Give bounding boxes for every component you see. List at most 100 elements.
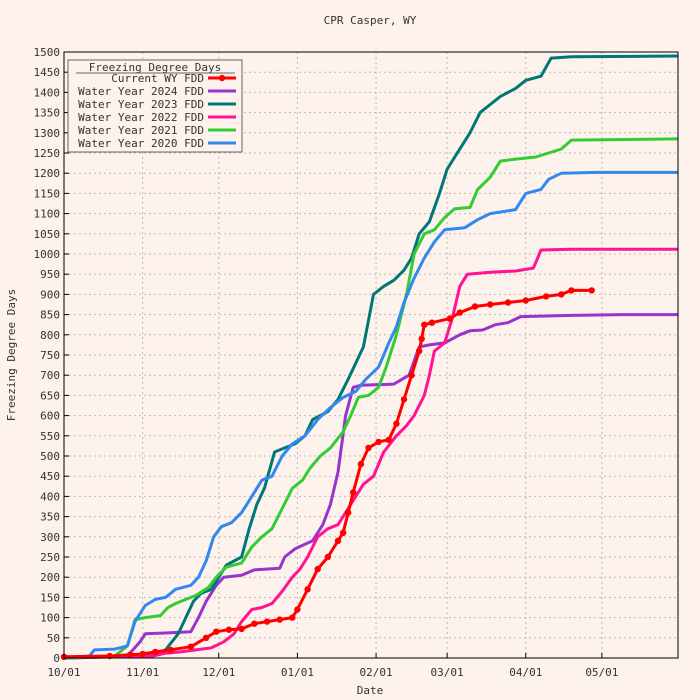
data-point-current-wy-fdd <box>213 628 220 635</box>
y-tick-label: 600 <box>40 410 60 423</box>
data-point-current-wy-fdd <box>542 293 550 300</box>
y-tick-label: 300 <box>40 531 60 544</box>
y-tick-label: 150 <box>40 591 60 604</box>
legend-label-water-year-2022-fdd: Water Year 2022 FDD <box>78 111 204 124</box>
legend-label-water-year-2023-fdd: Water Year 2023 FDD <box>78 98 204 111</box>
y-tick-label: 1300 <box>34 127 61 140</box>
data-point-current-wy-fdd <box>276 616 283 623</box>
x-tick-label: 03/01 <box>431 666 464 679</box>
x-axis-ticks: 10/01 11/01 12/01 01/01 02/01 03/01 04/01 05/01 <box>47 653 618 679</box>
legend-label-water-year-2020-fdd: Water Year 2020 FDD <box>78 137 204 150</box>
legend-title: Freezing Degree Days <box>89 61 221 74</box>
y-tick-label: 1250 <box>34 147 61 160</box>
y-tick-label: 50 <box>47 632 60 645</box>
y-tick-label: 1150 <box>34 187 61 200</box>
data-point-current-wy-fdd <box>334 537 342 544</box>
data-point-current-wy-fdd <box>400 396 408 403</box>
y-tick-label: 650 <box>40 389 60 402</box>
x-tick-label: 02/01 <box>360 666 393 679</box>
data-point-current-wy-fdd <box>187 643 195 650</box>
x-tick-label: 04/01 <box>509 666 542 679</box>
x-tick-label: 10/01 <box>47 666 80 679</box>
y-tick-label: 1500 <box>34 46 61 59</box>
series-lines <box>60 54 679 660</box>
y-tick-label: 850 <box>40 309 60 322</box>
legend-label-current-wy-fdd: Current WY FDD <box>111 72 204 85</box>
data-point-current-wy-fdd <box>365 444 372 452</box>
x-tick-label: 01/01 <box>281 666 314 679</box>
data-point-current-wy-fdd <box>304 586 311 593</box>
y-tick-label: 250 <box>40 551 60 564</box>
x-tick-label: 12/01 <box>202 666 235 679</box>
data-point-current-wy-fdd <box>314 565 321 573</box>
y-tick-label: 900 <box>40 288 60 301</box>
data-point-current-wy-fdd <box>357 460 365 468</box>
data-point-current-wy-fdd <box>418 335 425 342</box>
data-point-current-wy-fdd <box>393 420 400 427</box>
data-point-current-wy-fdd <box>408 372 415 379</box>
data-point-current-wy-fdd <box>324 553 332 561</box>
y-axis-ticks: 0 50 100 150 200 250 300 350 400 450 500 550 600 650 7… <box>34 46 69 665</box>
data-point-current-wy-fdd <box>568 287 575 294</box>
y-tick-label: 1100 <box>34 208 61 221</box>
data-point-current-wy-fdd <box>375 438 382 446</box>
x-tick-label: 05/01 <box>585 666 618 679</box>
x-axis-title: Date <box>357 684 384 697</box>
data-point-current-wy-fdd <box>428 319 436 326</box>
plot-frame <box>63 51 679 659</box>
data-point-current-wy-fdd <box>504 299 512 306</box>
legend-label-water-year-2021-fdd: Water Year 2021 FDD <box>78 124 204 137</box>
data-point-current-wy-fdd <box>202 634 210 641</box>
data-point-current-wy-fdd <box>289 614 296 621</box>
y-tick-label: 100 <box>40 612 60 625</box>
data-point-current-wy-fdd <box>522 297 529 304</box>
data-point-current-wy-fdd <box>446 315 453 322</box>
data-point-current-wy-fdd <box>139 650 146 658</box>
series-line-water-year-2020-fdd <box>63 170 678 660</box>
data-point-current-wy-fdd <box>339 529 347 536</box>
y-tick-label: 1200 <box>34 167 61 180</box>
data-point-current-wy-fdd <box>416 347 423 355</box>
legend: Freezing Degree Days Current WY FDDWater… <box>67 59 243 153</box>
data-point-current-wy-fdd <box>588 287 595 294</box>
series-line-current-wy-fdd <box>63 288 592 659</box>
series-line-water-year-2021-fdd <box>63 137 679 660</box>
data-point-current-wy-fdd <box>421 321 428 328</box>
y-axis-title: Freezing Degree Days <box>5 289 18 421</box>
y-tick-label: 200 <box>40 571 60 584</box>
y-tick-label: 800 <box>40 329 60 342</box>
data-point-current-wy-fdd <box>345 509 352 516</box>
data-point-current-wy-fdd <box>471 303 479 310</box>
y-tick-label: 750 <box>40 349 60 362</box>
y-tick-label: 1400 <box>34 86 61 99</box>
data-point-current-wy-fdd <box>238 625 245 633</box>
y-tick-label: 700 <box>40 369 60 382</box>
y-tick-label: 950 <box>40 268 60 281</box>
y-tick-label: 350 <box>40 511 60 524</box>
y-tick-label: 0 <box>53 652 60 665</box>
data-point-current-wy-fdd <box>385 436 392 443</box>
data-point-current-wy-fdd <box>167 646 174 654</box>
data-point-current-wy-fdd <box>263 618 271 625</box>
data-point-current-wy-fdd <box>350 489 357 496</box>
y-tick-label: 1350 <box>34 107 61 120</box>
data-point-current-wy-fdd <box>225 626 233 633</box>
data-point-current-wy-fdd <box>251 620 258 627</box>
y-tick-label: 1000 <box>34 248 61 261</box>
x-tick-label: 11/01 <box>126 666 159 679</box>
legend-label-water-year-2024-fdd: Water Year 2024 FDD <box>78 85 204 98</box>
data-point-current-wy-fdd <box>456 309 463 316</box>
data-point-current-wy-fdd <box>152 648 159 656</box>
y-tick-label: 1050 <box>34 228 61 241</box>
data-point-current-wy-fdd <box>558 291 565 298</box>
chart-title: CPR Casper, WY <box>324 14 417 27</box>
y-tick-label: 450 <box>40 470 60 483</box>
y-tick-label: 550 <box>40 430 60 443</box>
legend-box <box>67 59 243 153</box>
data-point-current-wy-fdd <box>487 301 494 308</box>
series-line-water-year-2024-fdd <box>63 313 678 660</box>
legend-marker-current-wy-fdd <box>218 74 226 82</box>
y-tick-label: 1450 <box>34 66 61 79</box>
